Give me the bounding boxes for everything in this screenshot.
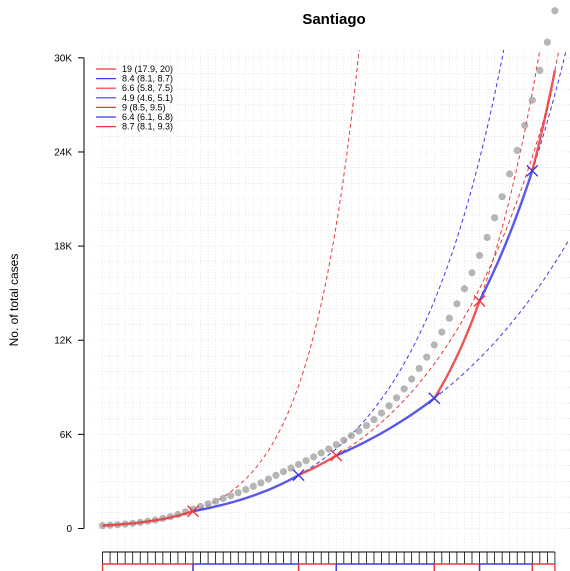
- breakpoint-marker: [330, 449, 343, 462]
- extrapolation-line: [433, 241, 569, 399]
- breakpoint-marker: [473, 295, 486, 307]
- data-point: [347, 432, 355, 440]
- data-point: [302, 457, 310, 465]
- y-tick-label: 24K: [54, 147, 72, 158]
- data-point: [385, 402, 393, 410]
- data-point: [408, 375, 416, 383]
- extrapolation-line: [479, 49, 541, 302]
- data-point: [332, 441, 340, 449]
- data-point: [445, 314, 453, 322]
- data-point: [423, 353, 431, 361]
- data-point: [219, 494, 227, 503]
- y-axis-label: No. of total cases: [7, 254, 21, 347]
- fitted-segment: [433, 300, 481, 399]
- data-point: [438, 328, 446, 336]
- legend-label: 6.6 (5.8, 7.5): [122, 83, 173, 93]
- data-point: [498, 193, 506, 201]
- data-point: [468, 269, 476, 277]
- observed-points: [98, 7, 559, 530]
- data-point: [249, 482, 257, 490]
- data-point: [551, 7, 559, 15]
- data-point: [310, 453, 318, 461]
- data-point: [543, 38, 551, 46]
- breakpoint-marker: [292, 469, 305, 482]
- extrapolation-lines: [192, 49, 569, 512]
- data-point: [392, 394, 401, 402]
- data-point: [536, 66, 544, 74]
- data-point: [521, 121, 529, 129]
- extrapolation-line: [554, 49, 560, 71]
- data-point: [355, 427, 363, 435]
- y-tick-label: 18K: [54, 242, 72, 253]
- legend-label: 9 (8.5, 9.5): [122, 102, 166, 112]
- legend: 19 (17.9, 20)8.4 (8.1, 8.7)6.6 (5.8, 7.5…: [96, 64, 173, 132]
- data-point: [506, 170, 514, 178]
- y-tick-label: 12K: [54, 336, 72, 347]
- breakpoint-marker: [187, 505, 200, 518]
- y-tick-label: 30K: [54, 53, 72, 64]
- fitted-segments: [102, 70, 557, 527]
- extrapolation-line: [531, 49, 567, 171]
- data-point: [272, 471, 280, 479]
- chart-title: Santiago: [302, 11, 365, 28]
- y-tick-label: 0: [66, 524, 72, 535]
- legend-label: 6.4 (6.1, 6.8): [122, 112, 173, 122]
- data-point: [513, 146, 521, 154]
- data-point: [491, 214, 499, 222]
- data-point: [415, 364, 423, 373]
- grid: [95, 50, 570, 552]
- data-point: [264, 475, 273, 483]
- legend-label: 4.9 (4.6, 5.1): [122, 93, 173, 103]
- breakpoint-markers: [187, 164, 539, 518]
- breakpoint-marker: [526, 164, 539, 177]
- fitted-segment: [531, 70, 557, 172]
- data-point: [227, 492, 235, 500]
- fitted-segment: [192, 474, 300, 513]
- extrapolation-line: [298, 49, 505, 476]
- data-point: [362, 421, 371, 430]
- data-point: [242, 485, 250, 494]
- fitted-segment: [478, 170, 534, 302]
- legend-label: 8.7 (8.1, 9.3): [122, 122, 173, 132]
- data-point: [483, 233, 491, 242]
- data-point: [377, 409, 386, 417]
- breakpoint-marker: [428, 392, 441, 405]
- data-point: [212, 497, 220, 505]
- data-point: [317, 449, 325, 457]
- data-point: [257, 479, 265, 487]
- data-point: [453, 300, 461, 308]
- fitted-segment: [102, 510, 194, 527]
- data-point: [98, 522, 107, 530]
- data-point: [340, 436, 348, 444]
- data-point: [475, 251, 484, 260]
- data-point: [430, 341, 438, 349]
- data-point: [204, 500, 212, 508]
- data-point: [234, 489, 242, 497]
- fitted-segment: [298, 454, 337, 477]
- extrapolation-line: [336, 89, 553, 456]
- data-point: [400, 385, 408, 393]
- axes: 0 6K 12K 18K 24K 30K: [54, 53, 556, 571]
- y-tick-label: 6K: [60, 430, 73, 441]
- legend-label: 19 (17.9, 20): [122, 64, 173, 74]
- data-point: [460, 285, 469, 293]
- fitted-segment: [335, 397, 436, 457]
- data-point: [279, 468, 288, 476]
- data-point: [528, 96, 536, 104]
- data-point: [370, 415, 378, 424]
- data-point: [294, 460, 303, 469]
- legend-label: 8.4 (8.1, 8.7): [122, 74, 173, 84]
